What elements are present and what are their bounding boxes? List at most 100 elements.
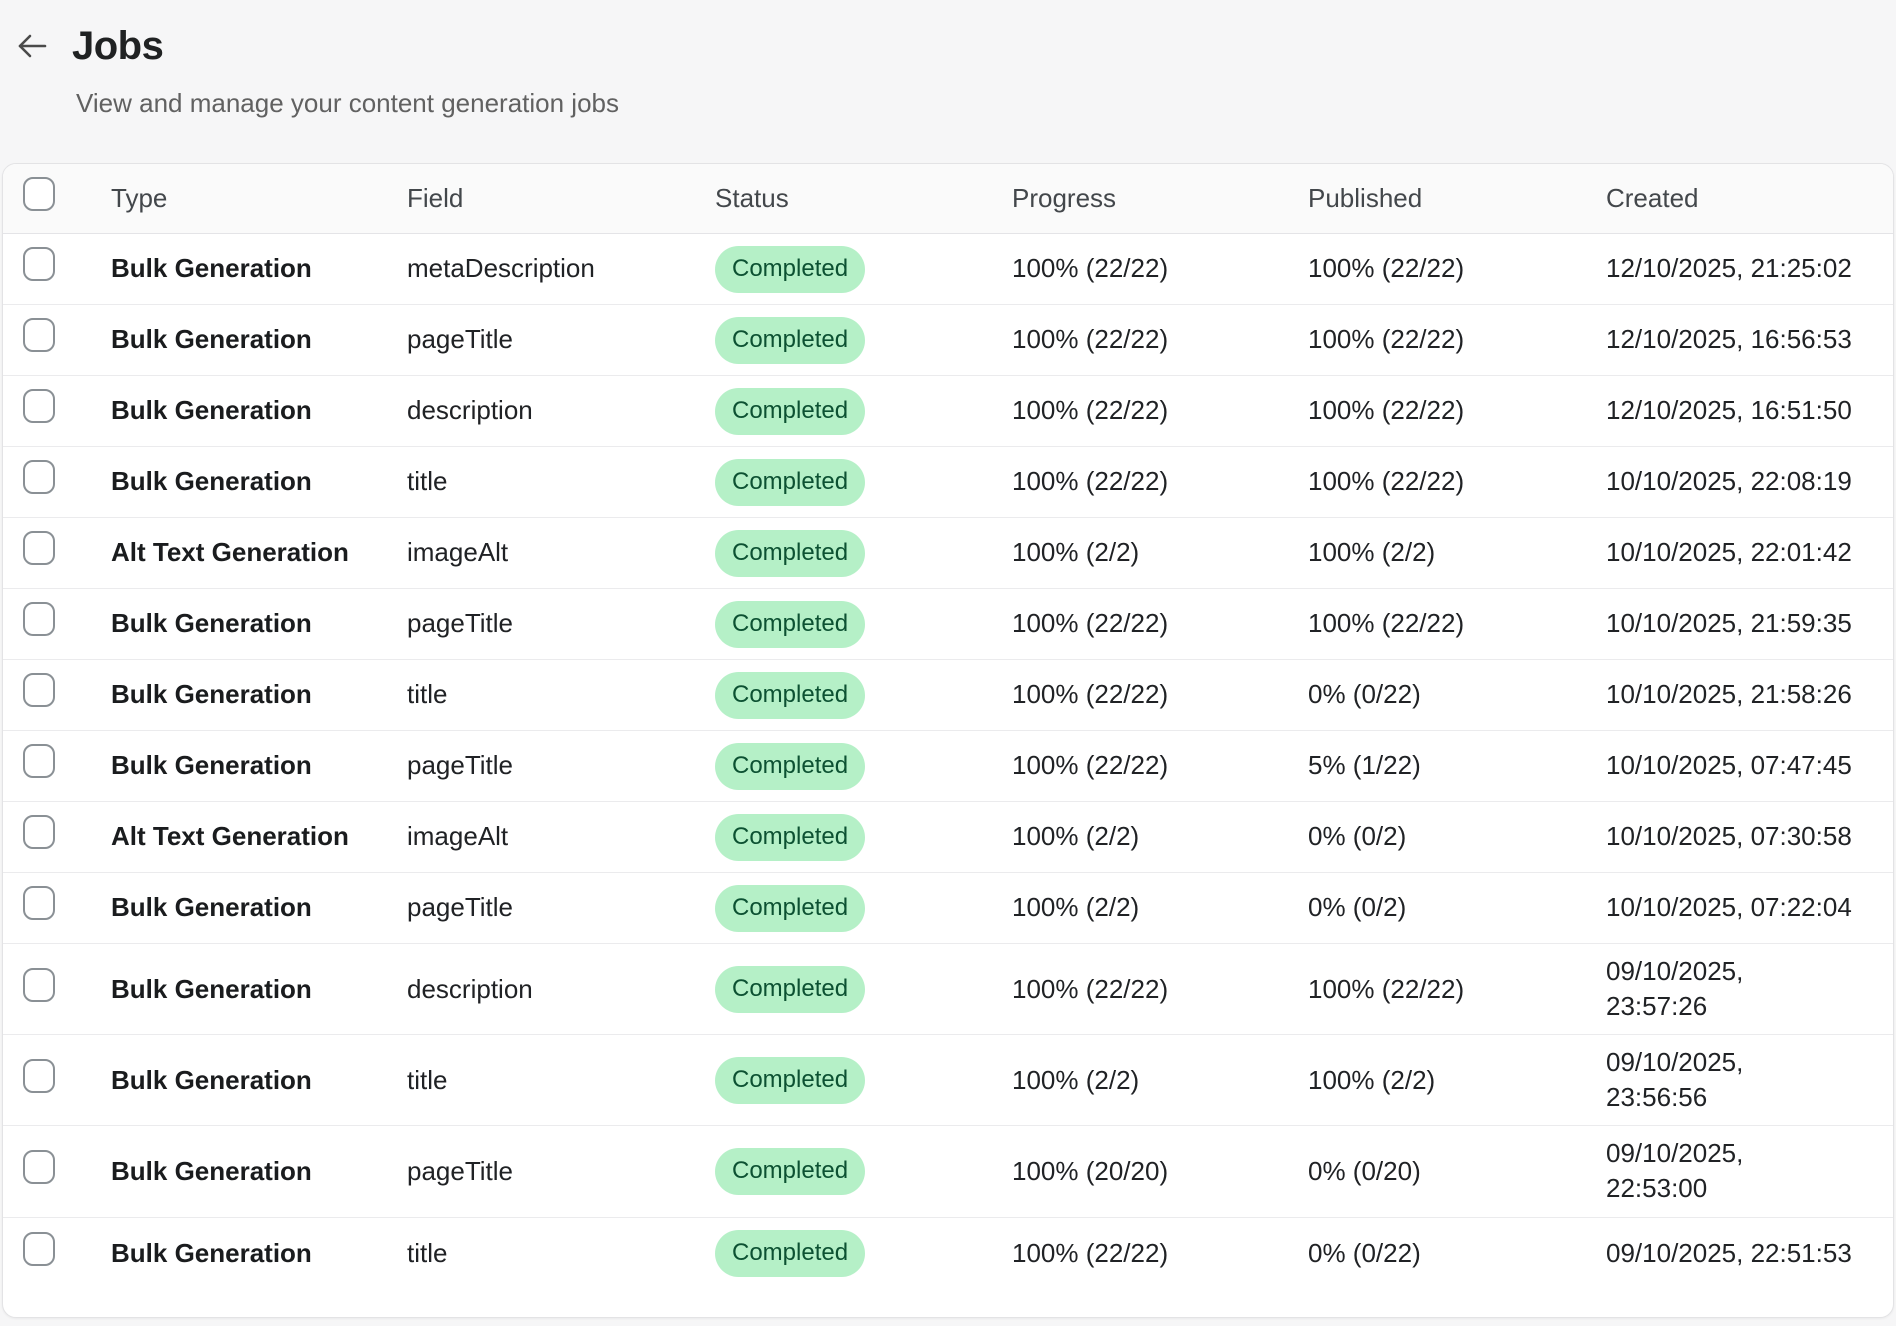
type-cell: Bulk Generation bbox=[111, 1237, 312, 1268]
row-checkbox[interactable] bbox=[23, 815, 55, 850]
status-badge: Completed bbox=[715, 742, 866, 790]
progress-cell: 100% (2/2) bbox=[1012, 892, 1140, 923]
field-cell: pageTitle bbox=[407, 608, 513, 639]
status-badge: Completed bbox=[715, 316, 866, 364]
status-badge: Completed bbox=[715, 458, 866, 506]
created-cell: 12/10/2025, 21:25:02 bbox=[1606, 253, 1852, 284]
published-cell: 100% (22/22) bbox=[1308, 253, 1465, 284]
status-badge: Completed bbox=[715, 813, 866, 861]
column-header-created: Created bbox=[1606, 183, 1699, 213]
type-cell: Bulk Generation bbox=[111, 324, 312, 355]
created-cell: 10/10/2025, 22:01:42 bbox=[1606, 537, 1852, 568]
row-checkbox[interactable] bbox=[23, 967, 55, 1002]
type-cell: Bulk Generation bbox=[111, 1064, 312, 1095]
table-row[interactable]: Alt Text Generation imageAlt Completed 1… bbox=[3, 802, 1893, 873]
type-cell: Bulk Generation bbox=[111, 466, 312, 497]
row-checkbox[interactable] bbox=[23, 602, 55, 637]
created-cell: 09/10/2025, 22:51:53 bbox=[1606, 1237, 1852, 1268]
column-header-type: Type bbox=[111, 183, 168, 213]
column-header-status: Status bbox=[715, 183, 789, 213]
table-row[interactable]: Bulk Generation pageTitle Completed 100%… bbox=[3, 589, 1893, 660]
field-cell: description bbox=[407, 395, 533, 426]
status-badge: Completed bbox=[715, 600, 866, 648]
table-row[interactable]: Bulk Generation pageTitle Completed 100%… bbox=[3, 731, 1893, 802]
created-cell: 10/10/2025, 07:30:58 bbox=[1606, 821, 1852, 852]
progress-cell: 100% (2/2) bbox=[1012, 821, 1140, 852]
field-cell: title bbox=[407, 1064, 448, 1095]
row-checkbox[interactable] bbox=[23, 1149, 55, 1184]
row-checkbox[interactable] bbox=[23, 886, 55, 921]
type-cell: Bulk Generation bbox=[111, 1155, 312, 1186]
created-cell: 09/10/2025, 22:53:00 bbox=[1606, 1138, 1744, 1204]
field-cell: pageTitle bbox=[407, 324, 513, 355]
published-cell: 100% (22/22) bbox=[1308, 466, 1465, 497]
table-row[interactable]: Bulk Generation pageTitle Completed 100%… bbox=[3, 873, 1893, 944]
progress-cell: 100% (22/22) bbox=[1012, 973, 1169, 1004]
status-badge: Completed bbox=[715, 1056, 866, 1104]
published-cell: 100% (22/22) bbox=[1308, 395, 1465, 426]
column-header-field: Field bbox=[407, 183, 464, 213]
progress-cell: 100% (22/22) bbox=[1012, 395, 1169, 426]
progress-cell: 100% (2/2) bbox=[1012, 1064, 1140, 1095]
field-cell: pageTitle bbox=[407, 892, 513, 923]
created-cell: 09/10/2025, 23:57:26 bbox=[1606, 956, 1744, 1022]
status-badge: Completed bbox=[715, 671, 866, 719]
back-button[interactable] bbox=[14, 28, 50, 64]
created-cell: 10/10/2025, 07:22:04 bbox=[1606, 892, 1852, 923]
field-cell: title bbox=[407, 466, 448, 497]
published-cell: 100% (22/22) bbox=[1308, 608, 1465, 639]
progress-cell: 100% (22/22) bbox=[1012, 608, 1169, 639]
status-badge: Completed bbox=[715, 529, 866, 577]
field-cell: pageTitle bbox=[407, 750, 513, 781]
table-row[interactable]: Bulk Generation title Completed 100% (2/… bbox=[3, 1035, 1893, 1127]
published-cell: 0% (0/22) bbox=[1308, 1237, 1421, 1268]
created-cell: 12/10/2025, 16:56:53 bbox=[1606, 324, 1852, 355]
row-checkbox[interactable] bbox=[23, 389, 55, 424]
type-cell: Bulk Generation bbox=[111, 679, 312, 710]
field-cell: title bbox=[407, 679, 448, 710]
row-checkbox[interactable] bbox=[23, 1231, 55, 1266]
table-row[interactable]: Bulk Generation title Completed 100% (22… bbox=[3, 660, 1893, 731]
published-cell: 100% (22/22) bbox=[1308, 973, 1465, 1004]
row-checkbox[interactable] bbox=[23, 531, 55, 566]
column-header-published: Published bbox=[1308, 183, 1423, 213]
jobs-table-card: Type Field Status Progress Published Cre… bbox=[2, 163, 1894, 1318]
status-badge: Completed bbox=[715, 1147, 866, 1195]
published-cell: 0% (0/22) bbox=[1308, 679, 1421, 710]
type-cell: Bulk Generation bbox=[111, 750, 312, 781]
page-title: Jobs bbox=[72, 24, 164, 68]
type-cell: Bulk Generation bbox=[111, 253, 312, 284]
field-cell: metaDescription bbox=[407, 253, 595, 284]
row-checkbox[interactable] bbox=[23, 460, 55, 495]
table-header-row: Type Field Status Progress Published Cre… bbox=[3, 164, 1893, 234]
published-cell: 0% (0/2) bbox=[1308, 821, 1407, 852]
table-row[interactable]: Bulk Generation description Completed 10… bbox=[3, 944, 1893, 1036]
table-row[interactable]: Bulk Generation pageTitle Completed 100%… bbox=[3, 1126, 1893, 1218]
status-badge: Completed bbox=[715, 245, 866, 293]
published-cell: 100% (22/22) bbox=[1308, 324, 1465, 355]
progress-cell: 100% (22/22) bbox=[1012, 253, 1169, 284]
progress-cell: 100% (22/22) bbox=[1012, 750, 1169, 781]
row-checkbox[interactable] bbox=[23, 1058, 55, 1093]
progress-cell: 100% (22/22) bbox=[1012, 324, 1169, 355]
field-cell: imageAlt bbox=[407, 537, 509, 568]
select-all-checkbox[interactable] bbox=[23, 176, 55, 211]
created-cell: 10/10/2025, 21:58:26 bbox=[1606, 679, 1852, 710]
table-row[interactable]: Bulk Generation pageTitle Completed 100%… bbox=[3, 305, 1893, 376]
left-arrow-icon bbox=[17, 33, 47, 59]
published-cell: 0% (0/2) bbox=[1308, 892, 1407, 923]
table-row[interactable]: Bulk Generation metaDescription Complete… bbox=[3, 234, 1893, 305]
progress-cell: 100% (22/22) bbox=[1012, 679, 1169, 710]
row-checkbox[interactable] bbox=[23, 247, 55, 282]
table-row[interactable]: Bulk Generation title Completed 100% (22… bbox=[3, 1217, 1893, 1289]
row-checkbox[interactable] bbox=[23, 318, 55, 353]
published-cell: 5% (1/22) bbox=[1308, 750, 1421, 781]
row-checkbox[interactable] bbox=[23, 744, 55, 779]
table-row[interactable]: Bulk Generation title Completed 100% (22… bbox=[3, 447, 1893, 518]
status-badge: Completed bbox=[715, 884, 866, 932]
row-checkbox[interactable] bbox=[23, 673, 55, 708]
table-row[interactable]: Alt Text Generation imageAlt Completed 1… bbox=[3, 518, 1893, 589]
published-cell: 100% (2/2) bbox=[1308, 1064, 1436, 1095]
table-row[interactable]: Bulk Generation description Completed 10… bbox=[3, 376, 1893, 447]
field-cell: imageAlt bbox=[407, 821, 509, 852]
